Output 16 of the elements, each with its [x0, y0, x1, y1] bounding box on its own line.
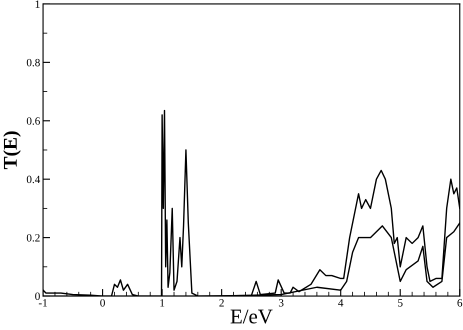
- x-tick-label: 1: [160, 299, 164, 306]
- x-tick-label: 3: [278, 299, 284, 307]
- x-axis-title: E/eV: [230, 310, 273, 324]
- x-tick-label: 0: [100, 299, 105, 307]
- y-axis-title: T(E): [3, 131, 21, 170]
- x-tick-label: 2: [219, 299, 224, 306]
- x-tick-label: -1: [38, 299, 48, 306]
- x-tick-label: 6: [457, 299, 462, 307]
- x-tick-label: 4: [338, 299, 344, 306]
- y-tick-label: 0.6: [26, 117, 40, 125]
- y-tick-label: 0.8: [26, 58, 40, 66]
- y-tick-label: 0: [35, 292, 40, 300]
- y-tick-label: 1: [36, 0, 40, 8]
- x-tick-label: 5: [398, 299, 403, 307]
- y-tick-label: 0.2: [26, 234, 40, 242]
- y-tick-label: 0.4: [26, 176, 40, 184]
